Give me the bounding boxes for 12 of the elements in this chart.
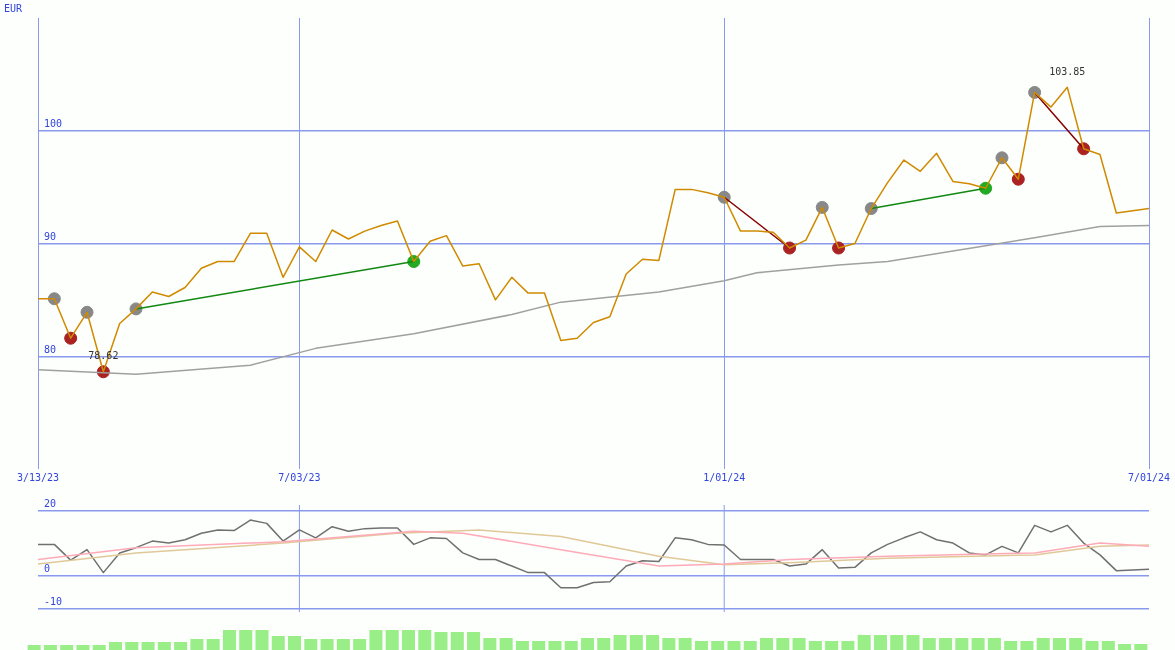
y-tick-label: 20	[44, 497, 57, 509]
y-tick-label: 80	[44, 343, 57, 355]
x-tick-label: 3/13/23	[16, 471, 60, 483]
y-tick-label: 90	[44, 231, 57, 243]
y-tick-label: 0	[44, 563, 51, 575]
y-axis-title: EUR	[4, 2, 24, 14]
y-tick-label: -10	[44, 596, 63, 608]
x-tick-label: 7/03/23	[278, 471, 321, 483]
x-tick-label: 7/01/24	[1127, 471, 1171, 483]
y-tick-label: 100	[44, 118, 63, 130]
annotation: 103.85	[1049, 65, 1086, 77]
x-tick-label: 1/01/24	[703, 471, 746, 483]
